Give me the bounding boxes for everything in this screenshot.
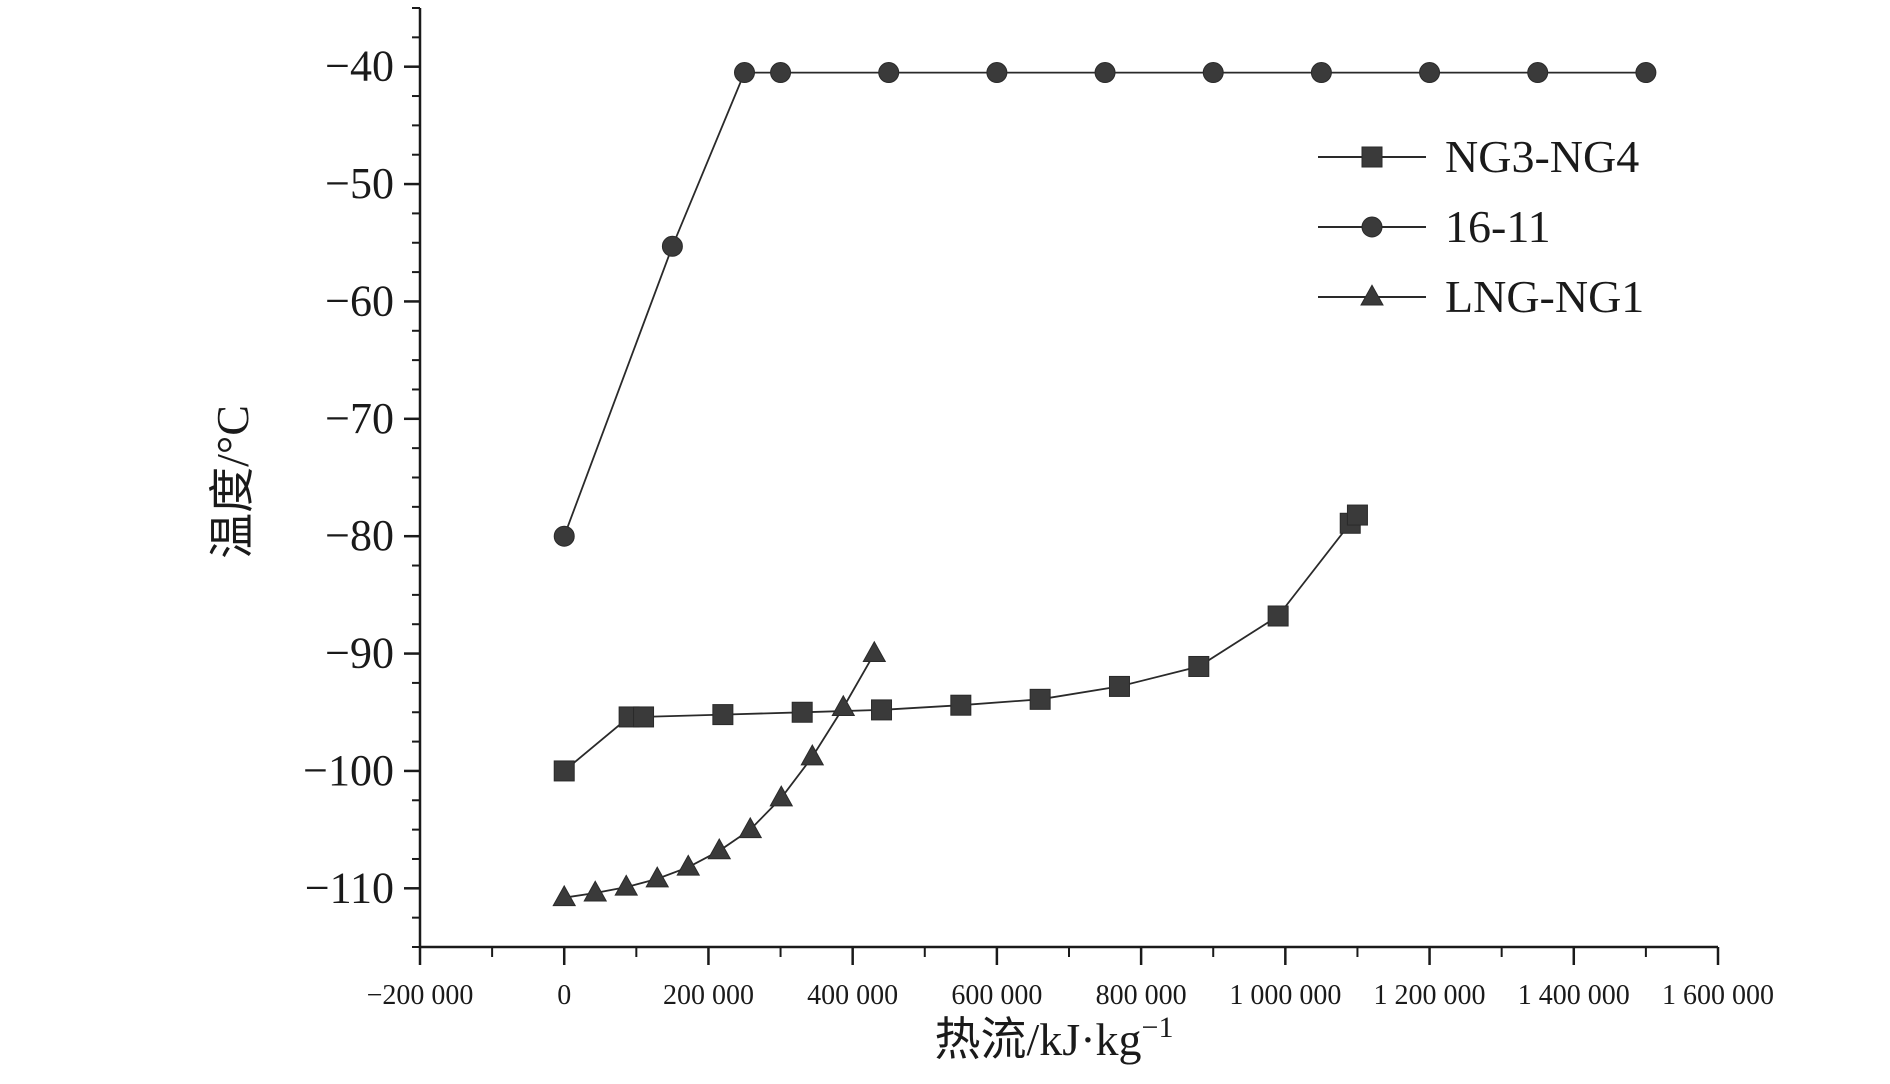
x-tick-label: 800 000 [1096, 980, 1187, 1011]
data-point-ng3-ng4 [1108, 675, 1130, 697]
data-point-ng3-ng4 [1346, 504, 1368, 526]
data-point-16-11 [553, 525, 575, 547]
y-ticks: −110 −100 −90 −80 −70 −60 −50 −40 [303, 7, 420, 948]
data-point-16-11 [661, 235, 683, 257]
series-16-11 [553, 62, 1657, 547]
x-tick-label: 600 000 [951, 980, 1042, 1011]
data-point-16-11 [1419, 62, 1441, 84]
data-point-16-11 [1202, 62, 1224, 84]
data-point-lng-ng1 [583, 880, 608, 902]
series-line-lng-ng1 [564, 653, 876, 899]
series-layer [552, 62, 1657, 907]
data-point-16-11 [986, 62, 1008, 84]
legend-label: NG3-NG4 [1445, 131, 1639, 182]
legend-marker [1360, 284, 1384, 306]
series-line-ng3-ng4 [563, 514, 1359, 772]
data-point-16-11 [1635, 62, 1657, 84]
legend-item-lng-ng1: LNG-NG1 [1318, 271, 1644, 322]
data-point-lng-ng1 [831, 694, 856, 717]
y-tick-label: −70 [325, 394, 394, 443]
y-tick-label: −100 [303, 746, 394, 795]
legend-marker [1361, 146, 1383, 168]
series-line-16-11 [563, 71, 1646, 537]
data-point-16-11 [1310, 62, 1332, 84]
data-point-lng-ng1 [552, 884, 577, 907]
x-tick-label: 400 000 [807, 980, 898, 1011]
data-point-ng3-ng4 [950, 694, 972, 716]
data-point-ng3-ng4 [1267, 605, 1289, 627]
legend: NG3-NG4 16-11 LNG-NG1 [1318, 131, 1644, 322]
series-ng3-ng4 [553, 504, 1368, 782]
y-axis-title: 温度/°C [207, 405, 258, 559]
y-tick-label: −50 [325, 159, 394, 208]
data-point-ng3-ng4 [871, 699, 893, 721]
x-tick-label: 1 400 000 [1518, 980, 1630, 1011]
data-point-16-11 [878, 62, 900, 84]
y-tick-label: −60 [325, 276, 394, 325]
y-tick-label: −80 [325, 511, 394, 560]
data-point-lng-ng1 [738, 816, 763, 839]
x-tick-label: 1 600 000 [1662, 980, 1774, 1011]
data-point-ng3-ng4 [553, 760, 575, 782]
y-tick-label: −40 [325, 42, 394, 91]
data-point-lng-ng1 [769, 785, 794, 807]
data-point-ng3-ng4 [1029, 688, 1051, 710]
series-lng-ng1 [552, 640, 887, 907]
data-point-16-11 [1527, 62, 1549, 84]
legend-label: 16-11 [1445, 201, 1551, 252]
legend-item-ng3-ng4: NG3-NG4 [1318, 131, 1639, 182]
legend-item-16-11: 16-11 [1318, 201, 1551, 252]
data-point-lng-ng1 [614, 874, 639, 896]
x-tick-label: 0 [557, 980, 571, 1011]
data-point-ng3-ng4 [1188, 655, 1210, 677]
x-tick-label: 1 000 000 [1229, 980, 1341, 1011]
x-ticks: −200 000 0 200 000 400 000 600 000 800 000 1 0… [367, 947, 1774, 1011]
x-tick-label: 200 000 [663, 980, 754, 1011]
legend-marker [1361, 216, 1383, 238]
data-point-lng-ng1 [707, 837, 732, 860]
data-point-16-11 [734, 62, 755, 84]
x-tick-label: −200 000 [367, 980, 474, 1011]
x-tick-label: 1 200 000 [1374, 980, 1486, 1011]
y-tick-label: −90 [325, 629, 394, 678]
data-point-lng-ng1 [800, 744, 825, 766]
data-point-ng3-ng4 [791, 701, 813, 723]
data-point-16-11 [1094, 62, 1116, 84]
data-point-16-11 [770, 62, 792, 84]
y-tick-label: −110 [305, 863, 394, 912]
data-point-lng-ng1 [676, 854, 701, 876]
data-point-lng-ng1 [862, 640, 887, 663]
x-axis-title: 热流/kJ·kg−1 [935, 1011, 1174, 1065]
data-point-lng-ng1 [645, 866, 670, 888]
data-point-ng3-ng4 [712, 704, 734, 726]
legend-label: LNG-NG1 [1445, 271, 1644, 322]
data-point-ng3-ng4 [633, 706, 655, 728]
